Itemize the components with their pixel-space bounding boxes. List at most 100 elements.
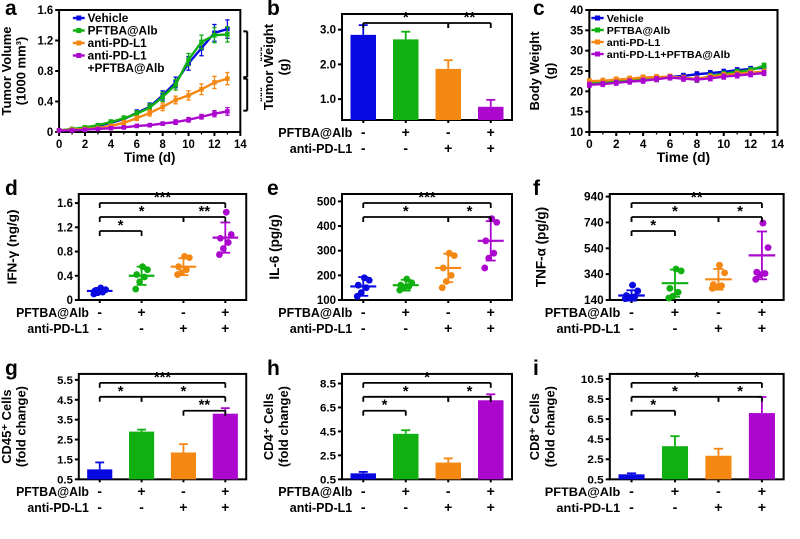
svg-text:+: + [221,304,229,320]
svg-text:35: 35 [570,24,584,37]
svg-text:IFN-γ (ng/g): IFN-γ (ng/g) [5,210,20,285]
svg-text:***: *** [253,47,262,62]
svg-text:*: * [467,383,473,400]
svg-text:anti-PD-L1: anti-PD-L1 [27,322,89,336]
svg-text:0.4: 0.4 [37,96,53,108]
svg-text:*: * [181,384,187,400]
svg-text:30: 30 [570,45,583,58]
svg-text:500: 500 [317,196,336,208]
svg-text:-: - [361,499,366,515]
svg-text:-: - [361,124,366,140]
chart-tumor-volume: 0 0.4 0.8 1.2 1.6 Tumor Volume (1000 mm³) 0 2 4 6 8… [0,5,262,165]
svg-text:0: 0 [586,138,593,151]
svg-text:anti-PD-L1: anti-PD-L1 [27,501,89,515]
svg-text:0.5: 0.5 [320,474,337,486]
svg-text:2.5: 2.5 [57,434,73,446]
svg-text:40: 40 [570,4,583,17]
svg-text:+: + [402,483,410,499]
svg-text:14: 14 [771,138,785,151]
svg-text:6: 6 [134,139,140,151]
svg-text:*: * [467,203,473,220]
svg-text:-: - [629,320,634,336]
svg-text:*: * [118,218,124,234]
svg-text:PFTBA@Alb: PFTBA@Alb [545,306,621,320]
svg-text:8.5: 8.5 [320,379,337,391]
svg-text:CD4⁺ Cells: CD4⁺ Cells [262,393,276,460]
svg-text:+: + [758,483,766,499]
svg-text:10: 10 [717,138,730,151]
panel-letter-i: i [533,357,539,380]
svg-text:-: - [181,483,186,499]
svg-text:+: + [758,320,766,336]
panel-d: d 0 0.4 0.8 1.2 1.6 IFN-γ (ng/g) *** * ** * PFTBA@… [0,177,262,360]
svg-text:0: 0 [56,139,62,151]
svg-text:25: 25 [570,65,584,78]
svg-text:200: 200 [317,270,336,282]
svg-text:***: *** [253,87,262,102]
svg-text:0: 0 [47,127,53,139]
svg-text:***: *** [154,370,171,386]
svg-text:+: + [487,499,495,515]
svg-text:14: 14 [234,139,247,151]
svg-text:140: 140 [584,294,604,307]
svg-text:**: ** [199,398,211,414]
svg-text:10: 10 [570,126,583,139]
svg-text:+: + [221,499,229,515]
svg-text:0.8: 0.8 [57,246,73,258]
svg-text:1.6: 1.6 [37,5,53,17]
svg-text:+: + [138,483,146,499]
svg-text:*: * [403,203,409,220]
svg-text:-: - [97,304,102,320]
svg-text:**: ** [199,204,211,220]
svg-text:*: * [403,383,409,400]
svg-text:4.5: 4.5 [57,395,73,407]
svg-text:Tumor Weight: Tumor Weight [262,23,276,110]
svg-text:-: - [716,483,721,499]
svg-text:-: - [97,499,102,515]
svg-text:-: - [629,499,634,515]
svg-text:PFTBA@Alb: PFTBA@Alb [16,306,89,320]
svg-text:anti-PD-L1: anti-PD-L1 [556,322,620,336]
svg-text:-: - [361,304,366,320]
svg-text:-: - [361,140,366,156]
svg-text:-: - [181,304,186,320]
svg-text:Body Weight: Body Weight [528,31,542,111]
svg-text:-: - [361,320,366,336]
svg-text:**: ** [691,189,703,206]
svg-text:+: + [179,499,187,515]
svg-text:*: * [672,383,678,400]
svg-text:-: - [403,499,408,515]
svg-text:anti-PD-L1+PFTBA@Alb: anti-PD-L1+PFTBA@Alb [607,49,731,61]
svg-text:-: - [403,140,408,156]
svg-text:2: 2 [82,139,88,151]
svg-text:3.0: 3.0 [320,25,336,37]
panel-letter-f: f [533,177,540,200]
svg-text:+: + [179,320,187,336]
svg-text:-: - [361,483,366,499]
svg-text:+: + [671,304,679,320]
panel-letter-c: c [533,0,545,20]
svg-text:5.5: 5.5 [57,375,73,387]
svg-text:+: + [221,320,229,336]
svg-text:6: 6 [667,138,674,151]
svg-text:*: * [672,203,678,220]
svg-text:20: 20 [570,85,583,98]
svg-text:anti-PD-L1: anti-PD-L1 [290,142,353,156]
svg-text:+: + [671,483,679,499]
svg-text:8: 8 [694,138,701,151]
chart-cd8-cells: 0.5 2.5 4.5 6.5 8.5 10.5 CD8⁺ Cells (fold chang… [528,369,785,515]
svg-text:10.5: 10.5 [581,374,604,386]
svg-text:(fold change): (fold change) [14,386,29,467]
svg-text:PFTBA@Alb: PFTBA@Alb [278,306,352,320]
svg-text:anti-PD-L1: anti-PD-L1 [290,501,353,515]
svg-text:+: + [758,499,766,515]
svg-text:PFTBA@Alb: PFTBA@Alb [278,485,352,499]
svg-text:+: + [487,483,495,499]
svg-text:0.4: 0.4 [57,271,73,283]
panel-a: a 0 0.4 0.8 1.2 1.6 Tumor Volume (1000 mm³) 0 2 4… [0,0,262,180]
